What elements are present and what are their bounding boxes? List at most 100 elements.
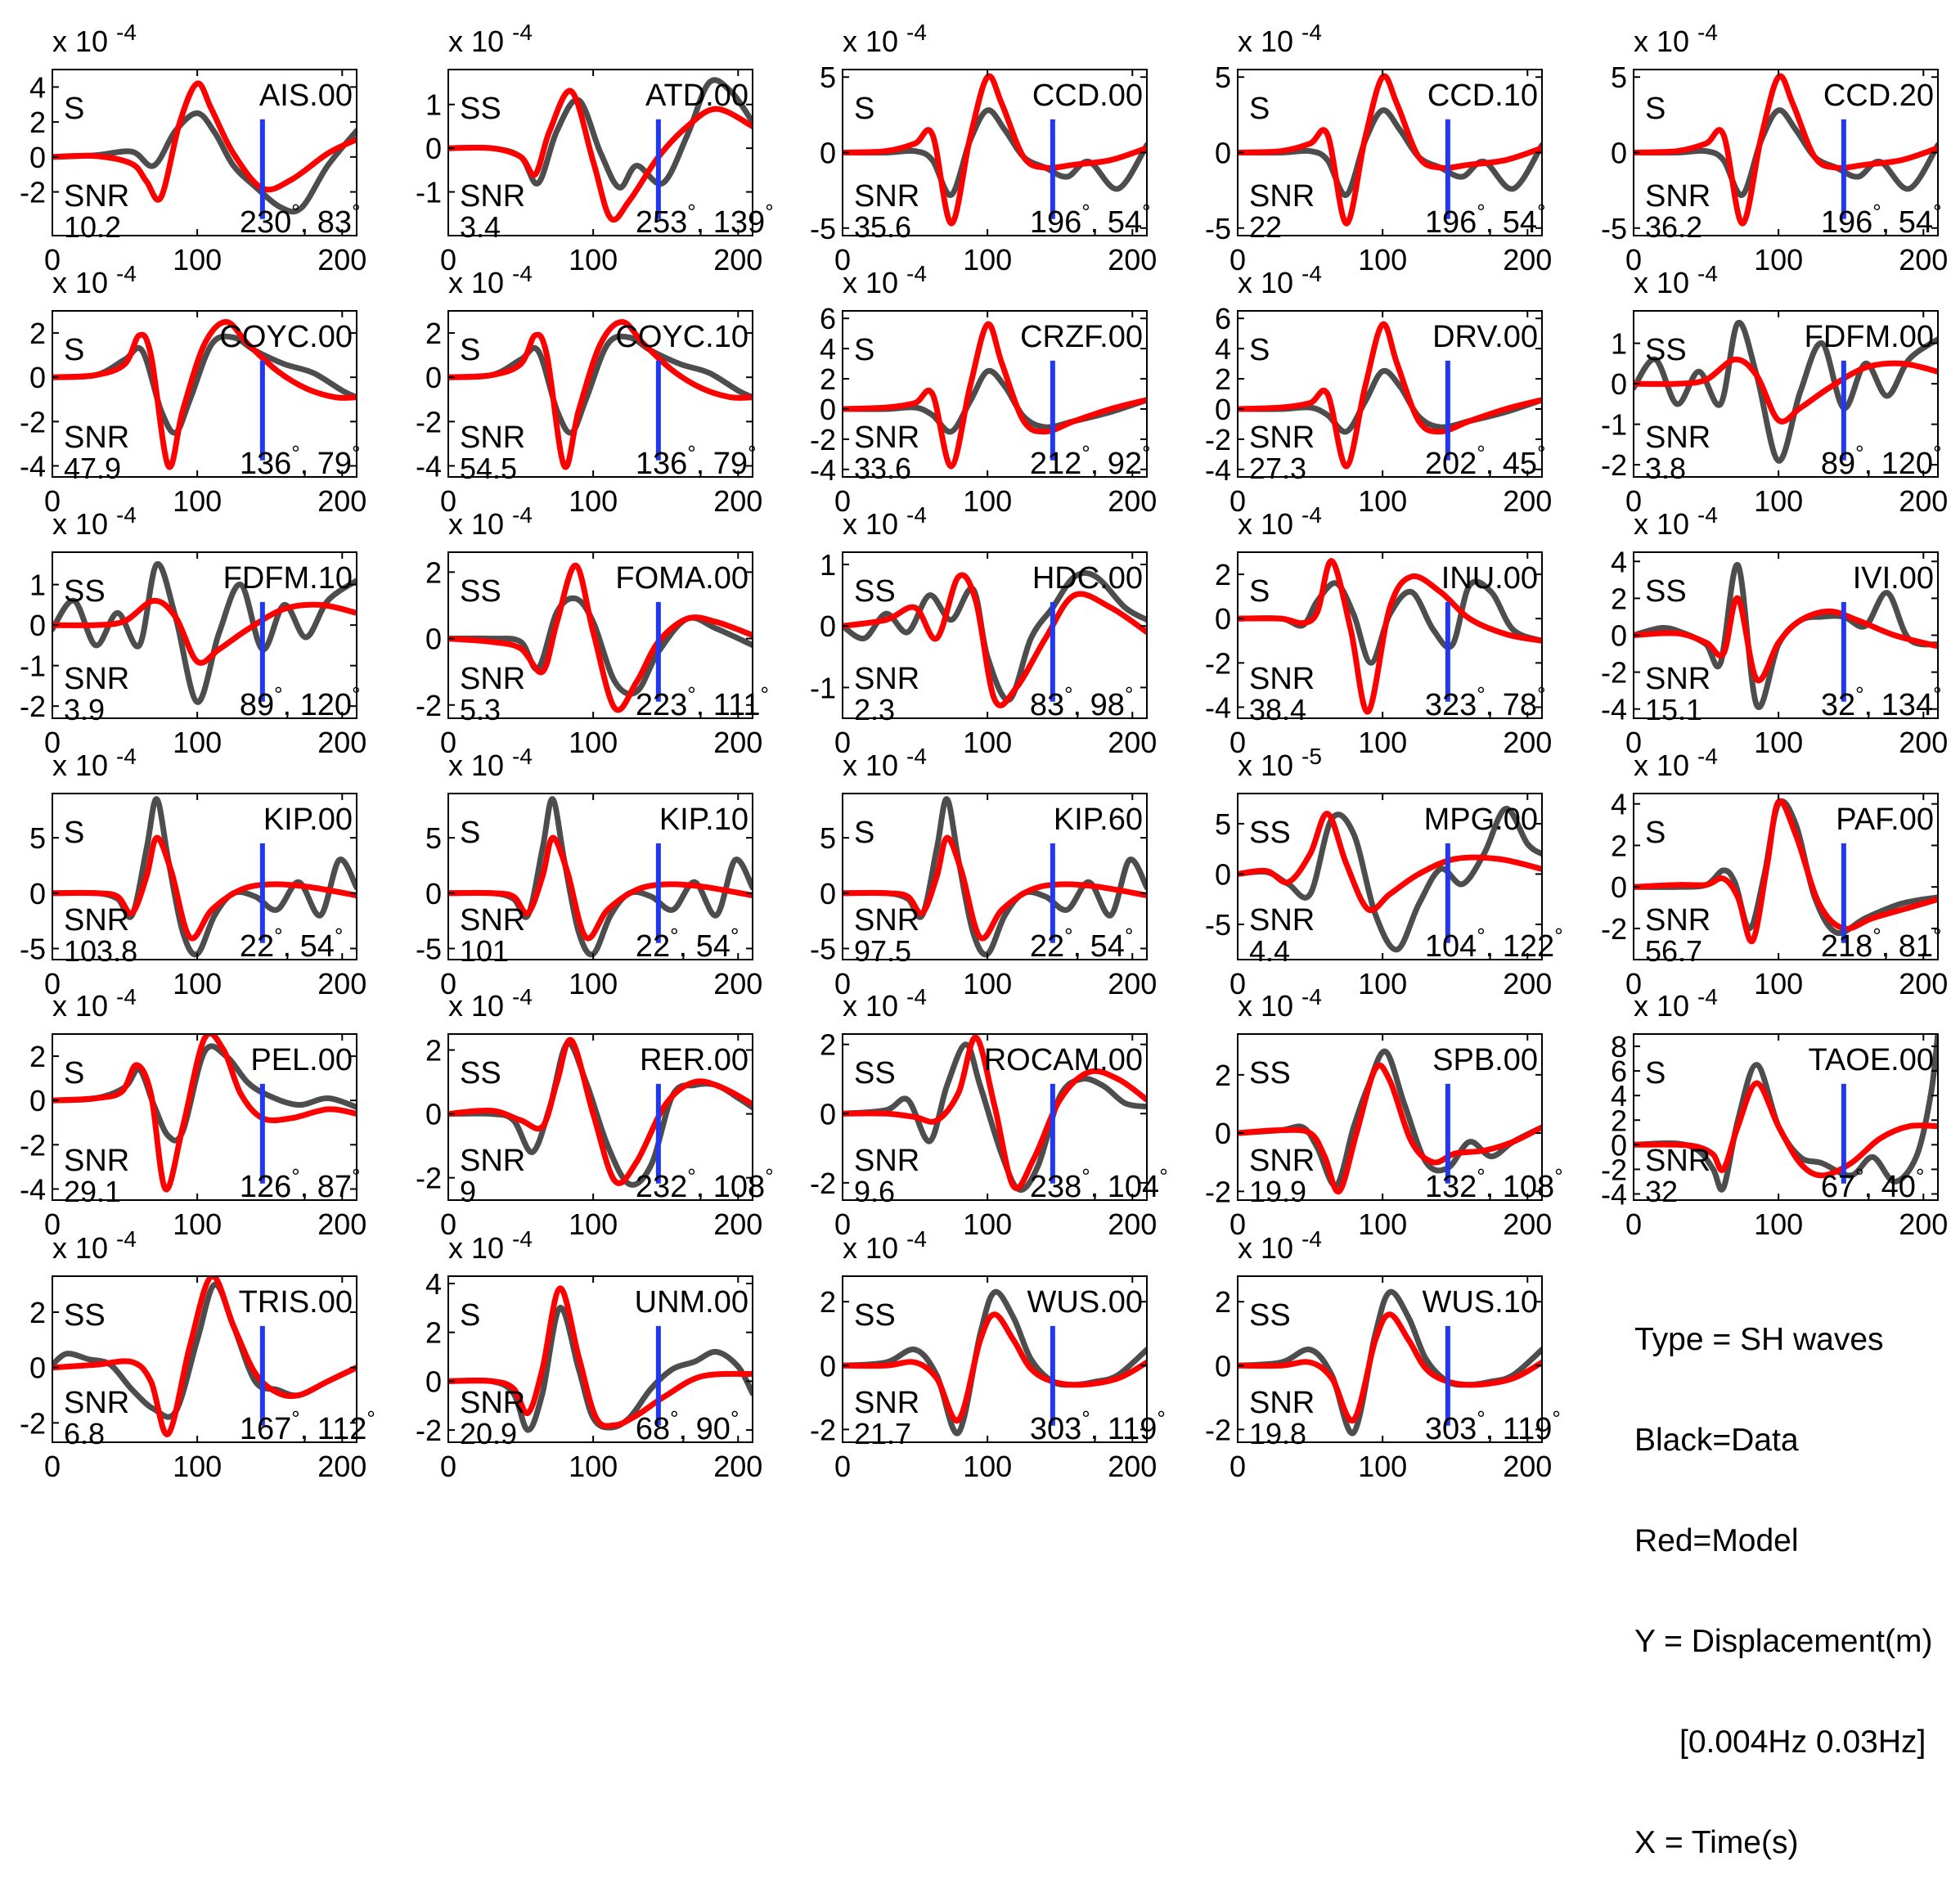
traces: [52, 796, 357, 958]
x-tick-label: 200: [713, 1450, 762, 1482]
exponent-label: x 10 -4: [843, 502, 927, 541]
station-label: UNM.00: [635, 1285, 748, 1320]
x-tick-label: 200: [317, 1450, 366, 1482]
model-trace: [1634, 1080, 1938, 1179]
traces: [1238, 321, 1542, 470]
model-trace: [1634, 356, 1938, 425]
snr-value: 3.8: [1645, 452, 1686, 485]
station-label: KIP.00: [263, 803, 353, 837]
y-tick-label: -4: [1205, 453, 1231, 487]
y-tick-label: -1: [1601, 408, 1627, 442]
phase-label: SS: [1249, 816, 1291, 850]
phase-label: S: [1249, 333, 1270, 367]
exponent-label: x 10 -4: [843, 984, 927, 1023]
snr-label: SNR: [460, 420, 525, 455]
phase-label: S: [460, 1298, 480, 1333]
model-trace: [1238, 811, 1542, 914]
station-label: COYC.00: [219, 320, 353, 354]
y-tick-label: 6: [1611, 1054, 1627, 1088]
axes-box: [447, 310, 753, 478]
y-tick-label: 0: [425, 1365, 442, 1398]
y-tick-label: -2: [20, 690, 46, 723]
phase-label: S: [64, 816, 84, 850]
y-tick-label: -4: [1205, 690, 1231, 724]
axes-box: [1633, 1033, 1939, 1201]
model-trace: [52, 1034, 357, 1193]
y-tick-label: -5: [416, 932, 442, 965]
y-tick-label: 0: [29, 877, 46, 911]
axes-box: [1633, 310, 1939, 478]
phase-label: SS: [460, 1056, 501, 1090]
az-dist-label: 22°, 54°: [636, 924, 739, 964]
x-tick-label: 200: [1503, 726, 1552, 759]
y-tick-label: 2: [1611, 582, 1627, 615]
snr-label: SNR: [854, 179, 919, 214]
traces: [52, 80, 357, 215]
x-tick-label: 0: [44, 1450, 61, 1482]
y-tick-label: 2: [29, 106, 46, 139]
x-tick-label: 0: [440, 484, 456, 518]
exponent-label: x 10 -4: [1634, 261, 1718, 299]
az-dist-label: 323°, 78°: [1425, 682, 1546, 722]
x-tick-label: 100: [963, 243, 1012, 277]
exponent-label: x 10 -4: [448, 1226, 533, 1265]
model-trace: [448, 319, 753, 470]
x-tick-label: 100: [173, 243, 222, 277]
y-tick-label: -1: [810, 671, 836, 704]
station-label: SPB.00: [1432, 1043, 1538, 1077]
snr-label: SNR: [1249, 662, 1315, 696]
x-tick-label: 200: [317, 484, 366, 518]
az-dist-label: 223°, 111°: [636, 682, 769, 722]
phase-label: SS: [460, 574, 501, 609]
exponent-label: x 10 -4: [843, 744, 927, 782]
x-tick-label: 100: [1358, 726, 1407, 759]
snr-value: 54.5: [460, 452, 517, 485]
phase-label: S: [460, 333, 480, 367]
x-tick-label: 100: [173, 967, 222, 1000]
x-tick-label: 200: [317, 726, 366, 759]
phase-label: S: [1645, 816, 1666, 850]
y-tick-label: 4: [1611, 788, 1627, 821]
y-tick-label: 0: [1215, 137, 1231, 170]
snr-label: SNR: [460, 662, 525, 696]
y-tick-label: 2: [425, 1316, 442, 1350]
y-tick-label: 0: [820, 609, 836, 643]
az-dist-label: 218°, 81°: [1821, 924, 1942, 964]
model-trace: [52, 80, 357, 203]
exponent-label: x 10 -4: [52, 744, 137, 782]
phase-label: S: [854, 333, 874, 367]
model-trace: [448, 1036, 753, 1186]
model-trace: [448, 834, 753, 942]
model-trace: [843, 572, 1147, 708]
exponent-label: x 10 -4: [1634, 984, 1718, 1023]
y-tick-label: -2: [20, 405, 46, 438]
y-tick-label: 0: [29, 1351, 46, 1385]
y-tick-label: -4: [416, 449, 442, 483]
model-trace: [52, 597, 357, 666]
az-dist-label: 230°, 83°: [240, 200, 361, 240]
x-tick-label: 0: [44, 243, 61, 277]
az-dist-label: 32°, 134°: [1821, 682, 1942, 722]
y-tick-label: -2: [810, 423, 836, 456]
az-dist-label: 136°, 79°: [636, 441, 757, 481]
y-tick-label: 0: [1611, 1128, 1627, 1162]
station-label: KIP.10: [659, 803, 748, 837]
x-tick-label: 200: [317, 243, 366, 277]
y-tick-label: 5: [29, 821, 46, 855]
snr-label: SNR: [854, 1386, 919, 1420]
station-label: HDC.00: [1032, 561, 1143, 596]
x-tick-label: 100: [569, 1207, 618, 1241]
y-tick-label: 2: [1611, 829, 1627, 862]
axes-box: [842, 1033, 1148, 1201]
phase-label: S: [64, 333, 84, 367]
y-tick-label: 2: [425, 317, 442, 350]
y-tick-label: 5: [1215, 807, 1231, 841]
